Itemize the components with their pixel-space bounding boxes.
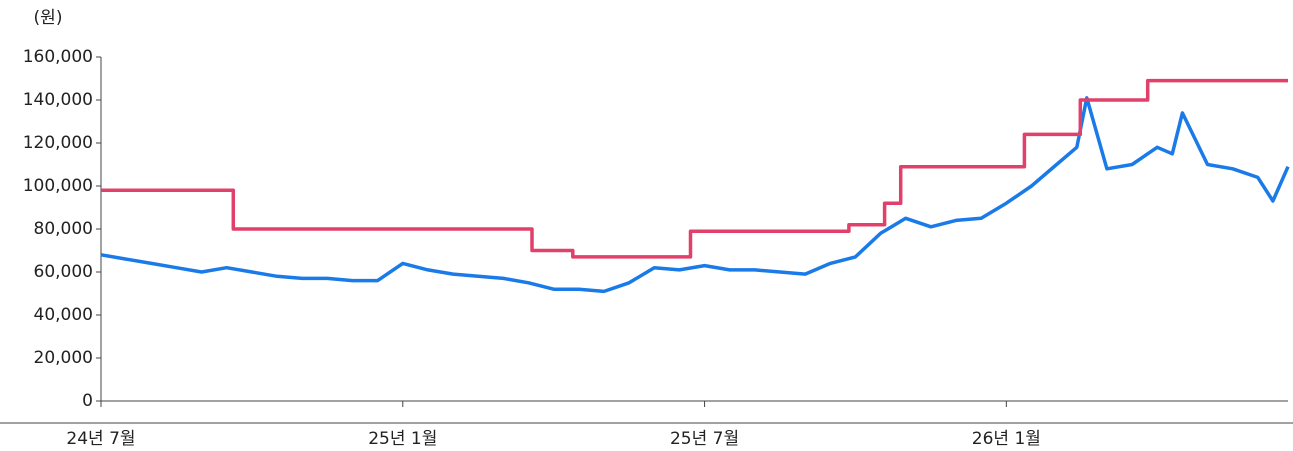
y-tick-label: 0 <box>82 391 93 411</box>
y-tick-label: 20,000 <box>34 348 93 368</box>
y-tick-label: 100,000 <box>23 176 93 196</box>
y-tick-label: 160,000 <box>23 47 93 67</box>
y-tick-label: 40,000 <box>34 305 93 325</box>
x-tick-label: 25년 7월 <box>670 429 739 449</box>
y-tick-label: 120,000 <box>23 133 93 153</box>
y-tick-label: 60,000 <box>34 262 93 282</box>
y-axis-unit: (원) <box>34 8 63 28</box>
x-tick-label: 24년 7월 <box>66 429 135 449</box>
y-tick-label: 80,000 <box>34 219 93 239</box>
series-line <box>100 96 1290 294</box>
y-tick-label: 140,000 <box>23 90 93 110</box>
series-line <box>101 78 1288 259</box>
x-tick-label: 25년 1월 <box>368 429 437 449</box>
x-tick-label: 26년 1월 <box>972 429 1041 449</box>
